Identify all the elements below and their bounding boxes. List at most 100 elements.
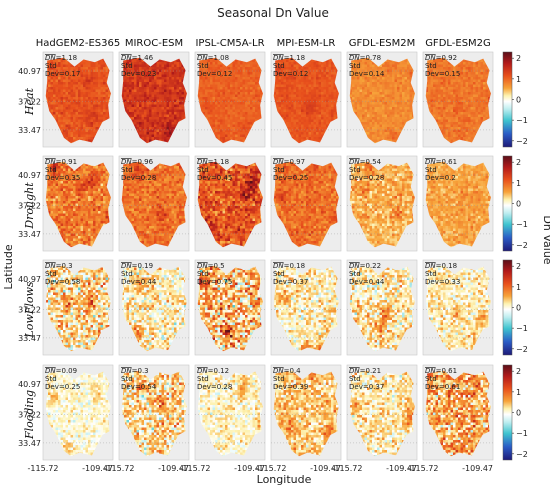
row-label: LowFlows <box>23 281 36 339</box>
column-label: MPI-ESM-LR <box>277 38 336 49</box>
mean-dn-annotation: DN=1.18 <box>273 54 305 62</box>
std-annotation: Std <box>121 375 133 383</box>
dev-annotation: Dev=0.44 <box>349 278 385 286</box>
column-label: GFDL-ESM2G <box>425 38 491 49</box>
latitude-tick-label: 33.47 <box>18 439 41 448</box>
colorbar-tick-label: 1 <box>516 179 521 188</box>
dev-annotation: Dev=0.25 <box>273 174 308 182</box>
mean-dn-annotation: DN=0.3 <box>121 367 149 375</box>
latitude-tick-label: 33.47 <box>18 126 41 135</box>
colorbar-ramp <box>502 364 513 461</box>
longitude-ticks: -115.72 -109.47-115.72 -109.47-115.72 -109.… <box>28 464 493 473</box>
std-annotation: Std <box>273 166 285 174</box>
dev-annotation: Dev=0.28 <box>197 383 232 391</box>
colorbar-tick-label: −1 <box>516 429 528 438</box>
dev-annotation: Dev=0.61 <box>425 383 460 391</box>
column-label: MIROC-ESM <box>125 38 183 49</box>
latitude-tick-label: 40.97 <box>18 171 41 180</box>
dev-annotation: Dev=0.39 <box>273 383 308 391</box>
mean-dn-annotation: DN=0.19 <box>121 262 153 270</box>
dev-annotation: Dev=0.23 <box>121 70 156 78</box>
colorbar-tick-label: −1 <box>516 220 528 229</box>
std-annotation: Std <box>121 166 133 174</box>
longitude-tick-label: -115.72 <box>256 464 287 473</box>
longitude-tick-label: -115.72 <box>28 464 59 473</box>
dev-annotation: Dev=0.37 <box>349 383 384 391</box>
dev-annotation: Dev=0.45 <box>197 174 232 182</box>
colorbar: 2 1 0 −1 −2 <box>502 259 528 356</box>
mean-dn-annotation: DN=0.5 <box>197 262 225 270</box>
dn-field <box>197 161 263 248</box>
longitude-tick-label: -115.72 <box>180 464 211 473</box>
dev-annotation: Dev=0.33 <box>425 278 460 286</box>
mean-dn-annotation: DN=0.18 <box>273 262 305 270</box>
colorbar-tick-label: 2 <box>516 54 521 63</box>
colorbar-ramp <box>502 51 513 148</box>
std-annotation: Std <box>45 62 57 70</box>
latitude-tick-label: 40.97 <box>18 275 41 284</box>
std-annotation: Std <box>425 270 437 278</box>
longitude-tick-label: -109.47 <box>310 464 341 473</box>
colorbar-tick-label: 0 <box>516 200 521 209</box>
std-annotation: Std <box>425 375 437 383</box>
longitude-tick-label: -109.47 <box>82 464 113 473</box>
std-annotation: Std <box>121 62 133 70</box>
std-annotation: Std <box>45 166 57 174</box>
colorbar-tick-label: 0 <box>516 96 521 105</box>
chart-title: Seasonal Dn Value <box>217 6 329 20</box>
colorbar-ramp <box>502 259 513 356</box>
colorbar-tick-label: −2 <box>516 345 528 354</box>
latitude-tick-label: 37.22 <box>18 305 41 314</box>
mean-dn-annotation: DN=0.61 <box>425 367 457 375</box>
colorbar-tick-label: −2 <box>516 241 528 250</box>
std-annotation: Std <box>349 270 361 278</box>
dev-annotation: Dev=0.58 <box>45 278 80 286</box>
mean-dn-annotation: DN=0.4 <box>273 367 301 375</box>
mean-dn-annotation: DN=0.12 <box>197 367 229 375</box>
std-annotation: Std <box>349 166 361 174</box>
mean-dn-annotation: DN=0.21 <box>349 367 381 375</box>
std-annotation: Std <box>273 375 285 383</box>
dev-annotation: Dev=0.14 <box>349 70 385 78</box>
latitude-tick-label: 40.97 <box>18 380 41 389</box>
column-labels: HadGEM2-ES365 MIROC-ESM IPSL-CM5A-LR MPI-ES… <box>36 38 491 49</box>
std-annotation: Std <box>349 62 361 70</box>
y-axis-label: Latitude <box>2 244 15 290</box>
dev-annotation: Dev=0.25 <box>45 383 80 391</box>
longitude-tick-label: -109.47 <box>386 464 417 473</box>
colorbar-label: Dn Value <box>541 215 550 264</box>
colorbar-tick-label: −1 <box>516 324 528 333</box>
colorbar-tick-label: −2 <box>516 137 528 146</box>
mean-dn-annotation: DN=1.46 <box>121 54 154 62</box>
colorbar-tick-label: 0 <box>516 409 521 418</box>
column-label: HadGEM2-ES365 <box>36 38 120 49</box>
row-labels: Heat Drought LowFlows Flooding <box>23 87 36 440</box>
colorbar: 2 1 0 −1 −2 <box>502 364 528 461</box>
latitude-tick-label: 33.47 <box>18 334 41 343</box>
longitude-tick-label: -115.72 <box>408 464 439 473</box>
mean-dn-annotation: DN=0.61 <box>425 158 457 166</box>
colorbar: 2 1 0 −1 −2 <box>502 155 528 252</box>
mean-dn-annotation: DN=0.18 <box>425 262 457 270</box>
dev-annotation: Dev=0.75 <box>197 278 232 286</box>
mean-dn-annotation: DN=0.97 <box>273 158 305 166</box>
colorbars: 2 1 0 −1 −2 2 1 0 −1 −2 2 1 0 −1 −2 2 1 0 −1 −2 <box>502 51 528 461</box>
colorbar-tick-label: 1 <box>516 283 521 292</box>
longitude-tick-label: -109.47 <box>462 464 493 473</box>
mean-dn-annotation: DN=0.96 <box>121 158 154 166</box>
latitude-tick-label: 40.97 <box>18 67 41 76</box>
column-label: IPSL-CM5A-LR <box>195 38 264 49</box>
dev-annotation: Dev=0.37 <box>273 278 308 286</box>
dev-annotation: Dev=0.54 <box>121 383 157 391</box>
colorbar-tick-label: 2 <box>516 158 521 167</box>
dev-annotation: Dev=0.17 <box>45 70 80 78</box>
